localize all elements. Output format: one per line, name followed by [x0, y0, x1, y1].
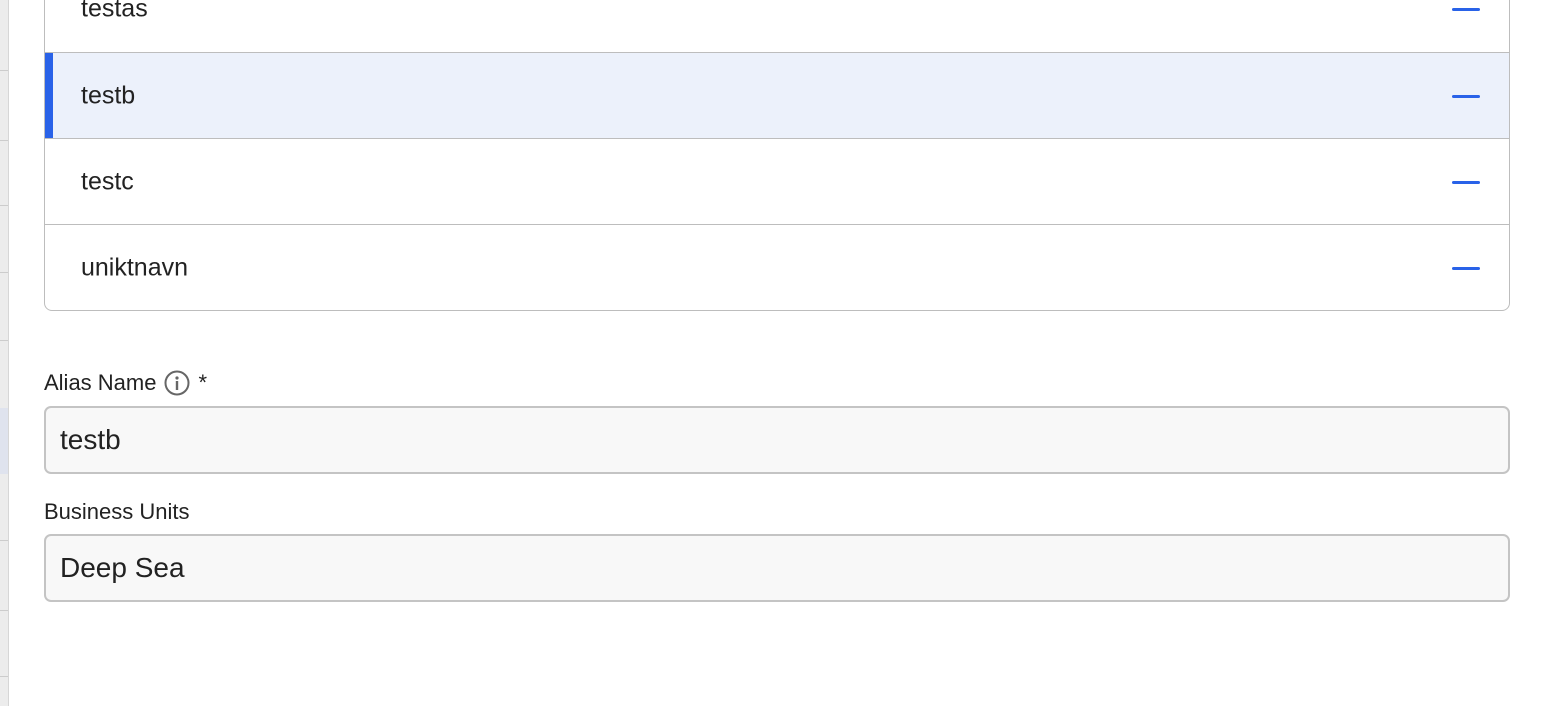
minus-icon[interactable] [1452, 180, 1480, 184]
required-marker: * [198, 370, 208, 395]
alias-name-label-text: Alias Name [44, 370, 157, 395]
alias-list: testas testb testc uniktnavn [44, 0, 1510, 311]
list-item-label: uniktnavn [81, 253, 189, 281]
list-item-label: testc [81, 167, 134, 195]
business-units-label: Business Units [44, 499, 190, 524]
list-item[interactable]: uniktnavn [45, 224, 1509, 310]
alias-name-label: Alias Name * [44, 370, 207, 396]
minus-icon[interactable] [1452, 266, 1480, 270]
list-item-label: testb [81, 81, 136, 109]
minus-icon[interactable] [1452, 8, 1480, 11]
info-icon[interactable] [164, 370, 190, 396]
background-panel-edge [0, 0, 9, 706]
list-item[interactable]: testas [45, 0, 1509, 52]
list-item-selected[interactable]: testb [45, 52, 1509, 138]
alias-name-input[interactable]: testb [44, 406, 1510, 474]
minus-icon[interactable] [1452, 94, 1480, 98]
list-item[interactable]: testc [45, 138, 1509, 224]
business-units-input[interactable]: Deep Sea [44, 534, 1510, 602]
list-item-label: testas [81, 0, 148, 23]
